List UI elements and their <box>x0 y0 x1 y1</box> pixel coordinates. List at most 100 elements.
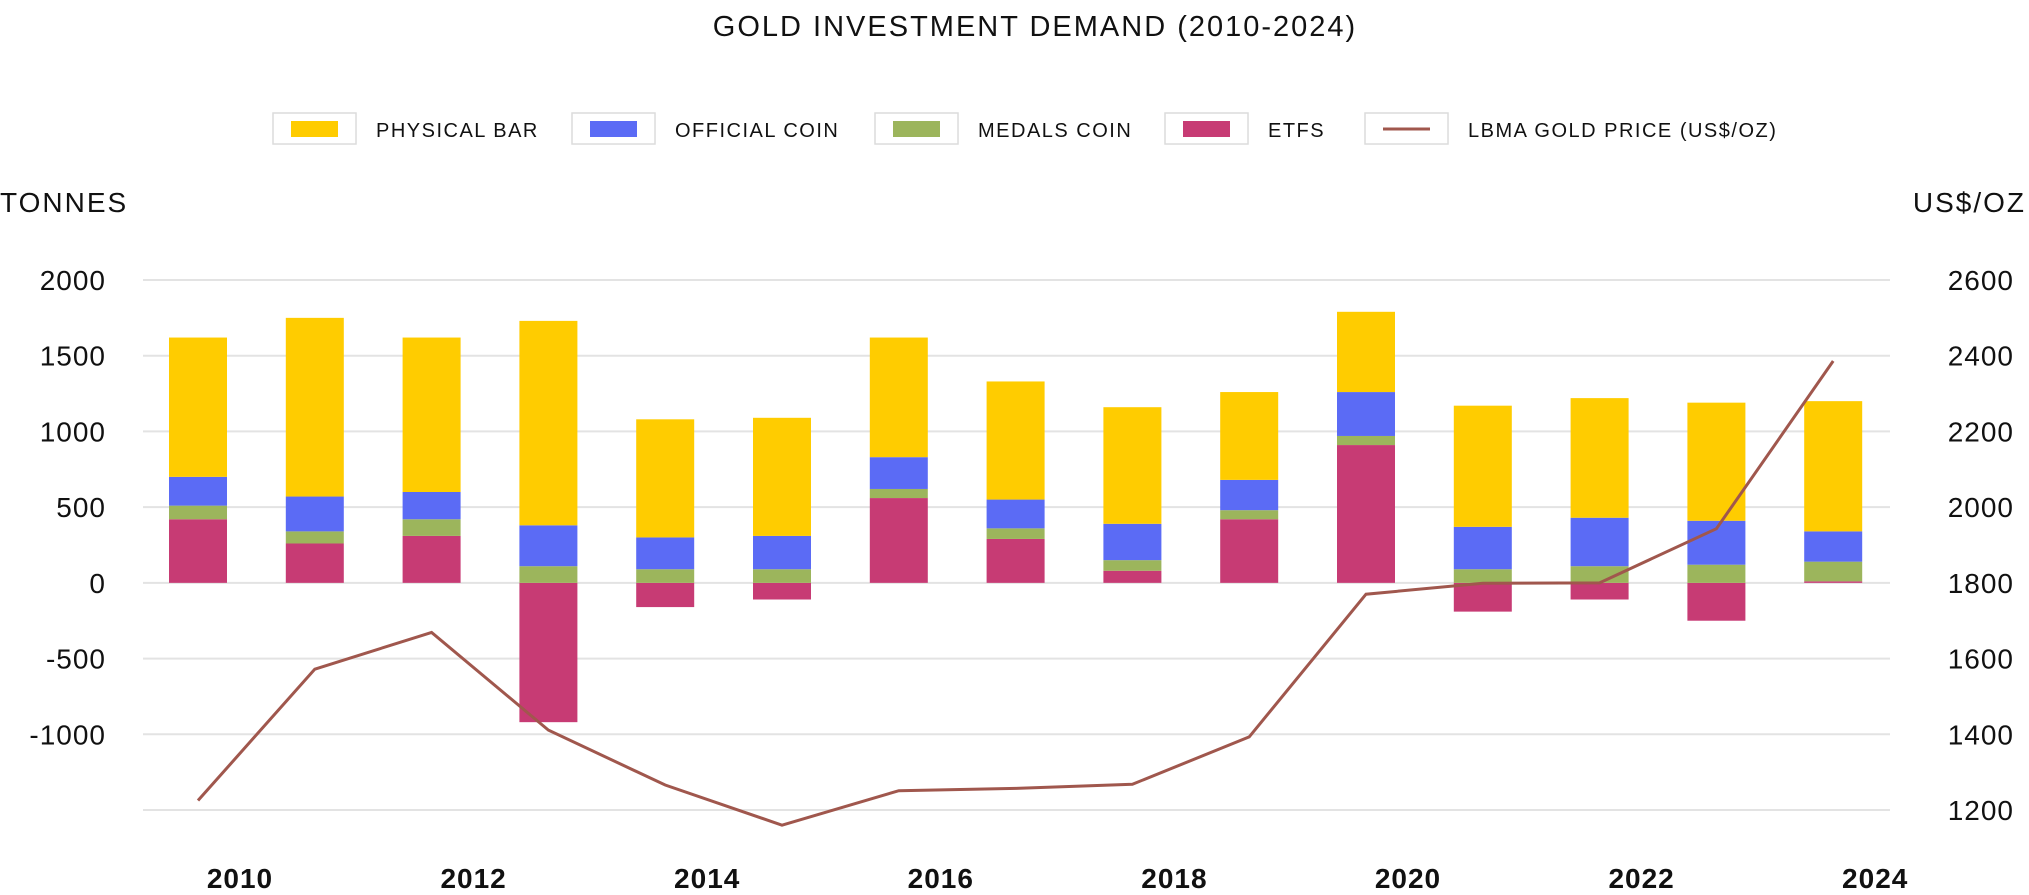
bar-etfs-2023 <box>1687 582 1746 621</box>
right-axis-title: US$/OZ <box>1913 187 2026 218</box>
bar-medals-coin-2023 <box>1687 564 1746 583</box>
chart-title: GOLD INVESTMENT DEMAND (2010-2024) <box>713 11 1357 43</box>
right-axis-ticks: 2600 2400 2200 2000 1800 1600 1400 1200 <box>1948 265 2014 826</box>
bar-official-coin-2021 <box>1453 526 1512 570</box>
bar-medals-coin-2020 <box>1337 435 1395 446</box>
bar-etfs-2020 <box>1337 445 1395 583</box>
bar-medals-coin-2014 <box>636 569 695 583</box>
bar-medals-coin-2012 <box>402 519 461 536</box>
left-axis-ticks: 2000 1500 1000 500 0 -500 -1000 <box>29 265 106 750</box>
left-tick-label: -1000 <box>29 719 106 750</box>
bar-medals-coin-2019 <box>1220 510 1279 520</box>
bar-physical-bar-2020 <box>1337 311 1395 393</box>
bar-physical-bar-2022 <box>1570 398 1629 518</box>
bar-etfs-2015 <box>753 582 811 600</box>
bar-etfs-2012 <box>402 535 461 583</box>
bar-etfs-2019 <box>1220 519 1279 583</box>
bar-medals-coin-2016 <box>869 488 928 499</box>
legend-label: OFFICIAL COIN <box>675 120 839 142</box>
left-tick-label: 0 <box>89 568 106 599</box>
right-tick-label: 2000 <box>1948 492 2014 523</box>
bar-official-coin-2014 <box>636 537 695 570</box>
bar-official-coin-2024 <box>1804 531 1863 562</box>
right-tick-label: 1600 <box>1948 644 2014 675</box>
bar-physical-bar-2023 <box>1687 402 1746 521</box>
left-tick-label: 2000 <box>40 265 106 296</box>
x-tick-label: 2024 <box>1842 863 1908 894</box>
bar-official-coin-2012 <box>402 492 461 520</box>
left-tick-label: 1500 <box>40 341 106 372</box>
right-tick-label: 1800 <box>1948 568 2014 599</box>
bar-official-coin-2015 <box>753 535 811 570</box>
bar-official-coin-2013 <box>519 525 578 567</box>
right-tick-label: 1400 <box>1948 719 2014 750</box>
bar-medals-coin-2022 <box>1570 566 1629 583</box>
line-lbma-gold-price <box>196 360 1835 827</box>
bar-official-coin-2018 <box>1103 523 1162 561</box>
legend-swatch <box>590 121 637 137</box>
bar-physical-bar-2021 <box>1453 405 1512 527</box>
bar-medals-coin-2021 <box>1453 569 1512 583</box>
bar-physical-bar-2015 <box>753 417 811 536</box>
right-tick-label: 2200 <box>1948 416 2014 447</box>
legend-swatch <box>291 121 338 137</box>
legend-label: LBMA GOLD PRICE (US$/OZ) <box>1468 120 1777 142</box>
right-tick-label: 2600 <box>1948 265 2014 296</box>
x-tick-label: 2020 <box>1375 863 1441 894</box>
bar-physical-bar-2024 <box>1804 401 1863 532</box>
bar-etfs-2021 <box>1453 582 1512 612</box>
bar-etfs-2016 <box>869 498 928 583</box>
bar-official-coin-2019 <box>1220 479 1279 511</box>
bar-official-coin-2016 <box>869 457 928 489</box>
bar-etfs-2024 <box>1804 581 1863 583</box>
x-tick-label: 2016 <box>908 863 974 894</box>
left-axis-title: TONNES <box>0 187 128 218</box>
left-tick-label: 1000 <box>40 416 106 447</box>
bar-etfs-2017 <box>986 538 1045 583</box>
x-tick-label: 2018 <box>1141 863 1207 894</box>
bar-official-coin-2022 <box>1570 517 1629 567</box>
bar-etfs-2022 <box>1570 582 1629 600</box>
bar-medals-coin-2015 <box>753 569 811 583</box>
right-tick-label: 1200 <box>1948 795 2014 826</box>
bar-physical-bar-2018 <box>1103 407 1162 524</box>
bar-medals-coin-2013 <box>519 566 578 583</box>
legend-label: ETFS <box>1268 120 1325 142</box>
bar-physical-bar-2011 <box>285 317 344 497</box>
x-tick-label: 2010 <box>207 863 273 894</box>
bar-etfs-2018 <box>1103 570 1162 583</box>
bar-etfs-2010 <box>169 519 227 583</box>
bar-etfs-2014 <box>636 582 695 608</box>
bar-medals-coin-2024 <box>1804 561 1863 582</box>
bar-physical-bar-2013 <box>519 320 578 526</box>
legend-swatch <box>893 121 940 137</box>
legend-label: MEDALS COIN <box>978 120 1132 142</box>
bar-physical-bar-2017 <box>986 381 1045 500</box>
x-tick-label: 2014 <box>674 863 740 894</box>
bar-physical-bar-2012 <box>402 337 461 492</box>
bar-official-coin-2020 <box>1337 392 1395 436</box>
legend-swatch <box>1183 121 1230 137</box>
bar-medals-coin-2017 <box>986 528 1045 539</box>
bar-etfs-2013 <box>519 582 578 723</box>
legend-label: PHYSICAL BAR <box>376 120 539 142</box>
right-tick-label: 2400 <box>1948 341 2014 372</box>
bar-official-coin-2011 <box>285 496 344 532</box>
x-axis-ticks: 2010 2012 2014 2016 2018 2020 2022 2024 <box>207 863 1908 894</box>
left-tick-label: 500 <box>56 492 106 523</box>
bar-physical-bar-2014 <box>636 419 695 538</box>
x-tick-label: 2022 <box>1608 863 1674 894</box>
price-line <box>196 360 1835 827</box>
legend: PHYSICAL BAR OFFICIAL COIN MEDALS COIN ETFS… <box>272 112 1777 145</box>
bar-physical-bar-2010 <box>169 337 227 477</box>
bar-physical-bar-2019 <box>1220 392 1279 480</box>
bar-medals-coin-2018 <box>1103 560 1162 571</box>
bar-official-coin-2010 <box>169 476 227 506</box>
bar-official-coin-2017 <box>986 499 1045 529</box>
bar-medals-coin-2010 <box>169 505 227 520</box>
bar-medals-coin-2011 <box>285 531 344 544</box>
bar-physical-bar-2016 <box>869 337 928 458</box>
x-tick-label: 2012 <box>440 863 506 894</box>
left-tick-label: -500 <box>46 644 106 675</box>
